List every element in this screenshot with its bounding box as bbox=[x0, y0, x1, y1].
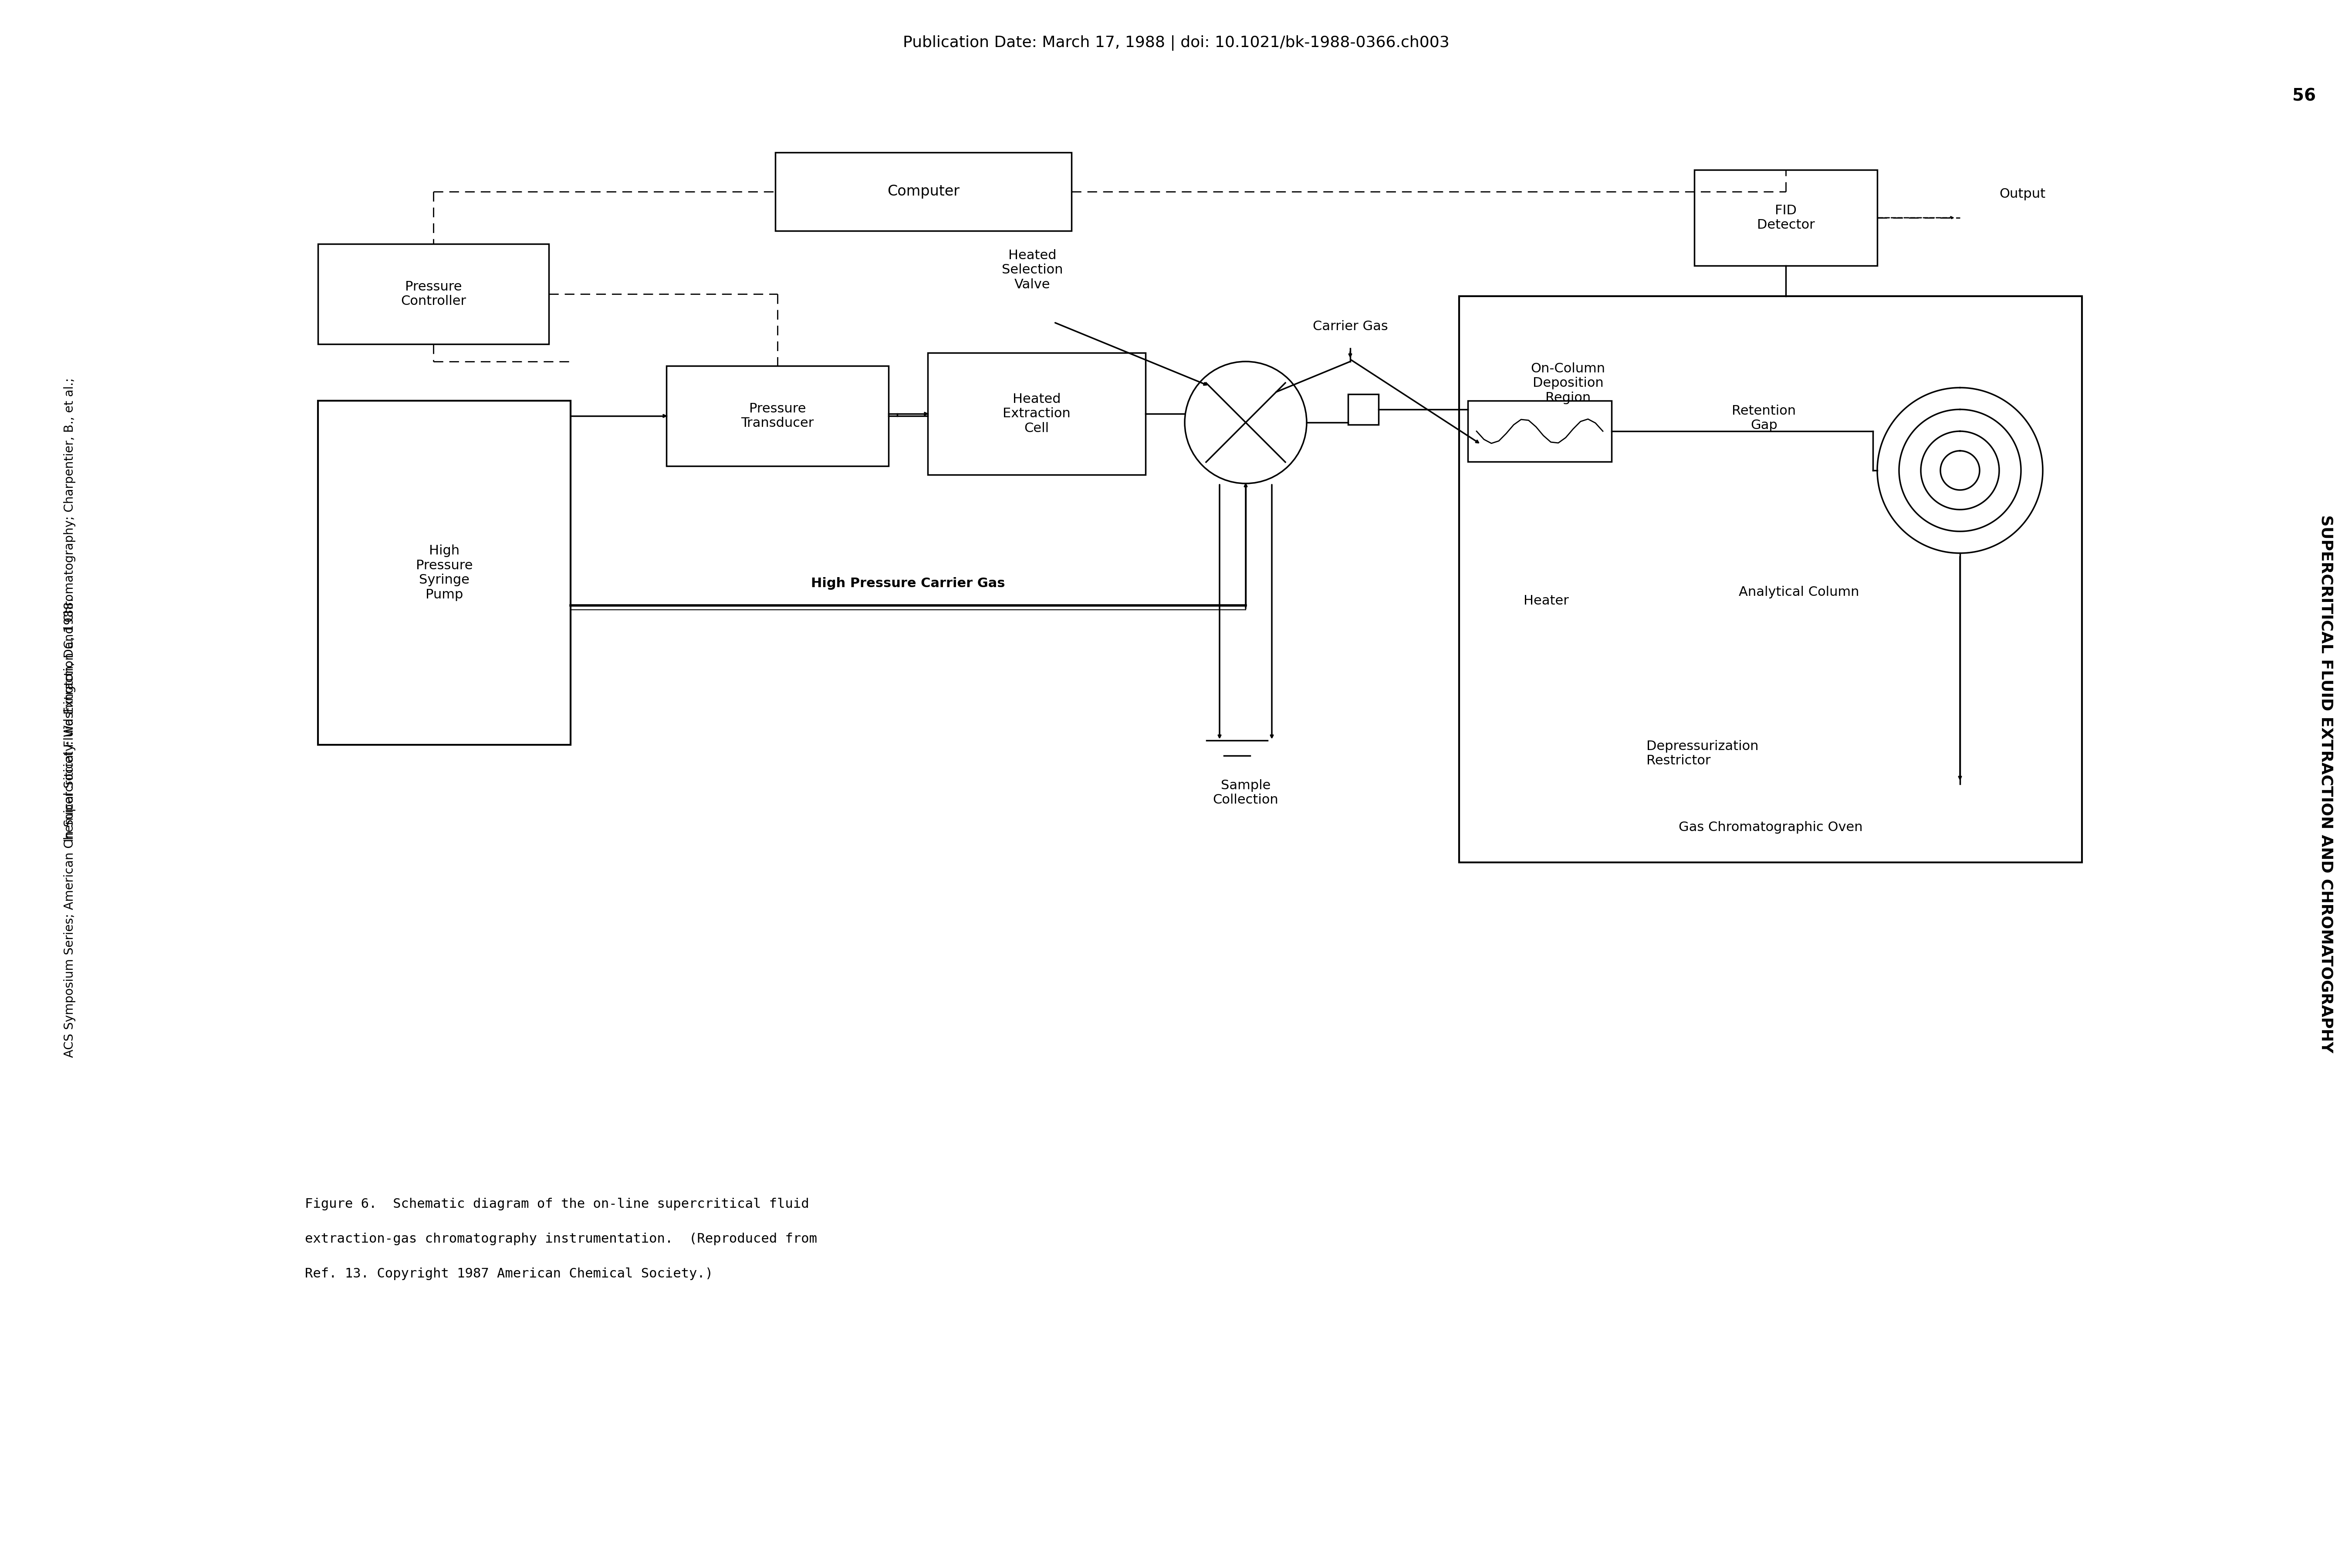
Bar bbox=[1468, 401, 1611, 461]
Bar bbox=[318, 245, 548, 343]
Text: Gas Chromatographic Oven: Gas Chromatographic Oven bbox=[1679, 822, 1863, 834]
Text: On-Column
Deposition
Region: On-Column Deposition Region bbox=[1531, 362, 1606, 405]
Text: Depressurization
Restrictor: Depressurization Restrictor bbox=[1646, 740, 1759, 767]
Text: Pressure
Controller: Pressure Controller bbox=[400, 281, 466, 307]
Bar bbox=[776, 152, 1073, 230]
Text: High
Pressure
Syringe
Pump: High Pressure Syringe Pump bbox=[416, 544, 473, 601]
Text: Heated
Selection
Valve: Heated Selection Valve bbox=[1002, 249, 1063, 292]
Bar bbox=[318, 401, 572, 745]
Text: ACS Symposium Series; American Chemical Society: Washington, DC, 1988.: ACS Symposium Series; American Chemical … bbox=[64, 597, 75, 1057]
Bar bbox=[1348, 394, 1378, 425]
Bar bbox=[666, 365, 889, 466]
Text: Ref. 13. Copyright 1987 American Chemical Society.): Ref. 13. Copyright 1987 American Chemica… bbox=[306, 1267, 713, 1279]
Text: Heated
Extraction
Cell: Heated Extraction Cell bbox=[1002, 394, 1070, 434]
Text: Heater: Heater bbox=[1524, 594, 1569, 607]
Text: 56: 56 bbox=[2293, 88, 2317, 103]
Text: Carrier Gas: Carrier Gas bbox=[1312, 320, 1388, 332]
Bar bbox=[927, 353, 1145, 475]
Text: Sample
Collection: Sample Collection bbox=[1214, 779, 1279, 806]
Text: Publication Date: March 17, 1988 | doi: 10.1021/bk-1988-0366.ch003: Publication Date: March 17, 1988 | doi: … bbox=[903, 34, 1449, 50]
Text: Figure 6.  Schematic diagram of the on-line supercritical fluid: Figure 6. Schematic diagram of the on-li… bbox=[306, 1198, 809, 1210]
Text: In Supercritical Fluid Extraction and Chromatography; Charpentier, B., et al.;: In Supercritical Fluid Extraction and Ch… bbox=[64, 378, 75, 842]
Bar bbox=[1458, 296, 2082, 862]
Text: SUPERCRITICAL FLUID EXTRACTION AND CHROMATOGRAPHY: SUPERCRITICAL FLUID EXTRACTION AND CHROM… bbox=[2319, 514, 2333, 1054]
Text: Output: Output bbox=[1999, 188, 2046, 201]
Text: High Pressure Carrier Gas: High Pressure Carrier Gas bbox=[811, 577, 1004, 590]
Text: Retention
Gap: Retention Gap bbox=[1731, 405, 1797, 431]
Text: Pressure
Transducer: Pressure Transducer bbox=[741, 403, 814, 430]
Text: Analytical Column: Analytical Column bbox=[1738, 586, 1858, 599]
Text: FID
Detector: FID Detector bbox=[1757, 204, 1816, 232]
Text: extraction-gas chromatography instrumentation.  (Reproduced from: extraction-gas chromatography instrument… bbox=[306, 1232, 816, 1245]
Text: Computer: Computer bbox=[887, 185, 960, 199]
Bar bbox=[1693, 169, 1877, 265]
